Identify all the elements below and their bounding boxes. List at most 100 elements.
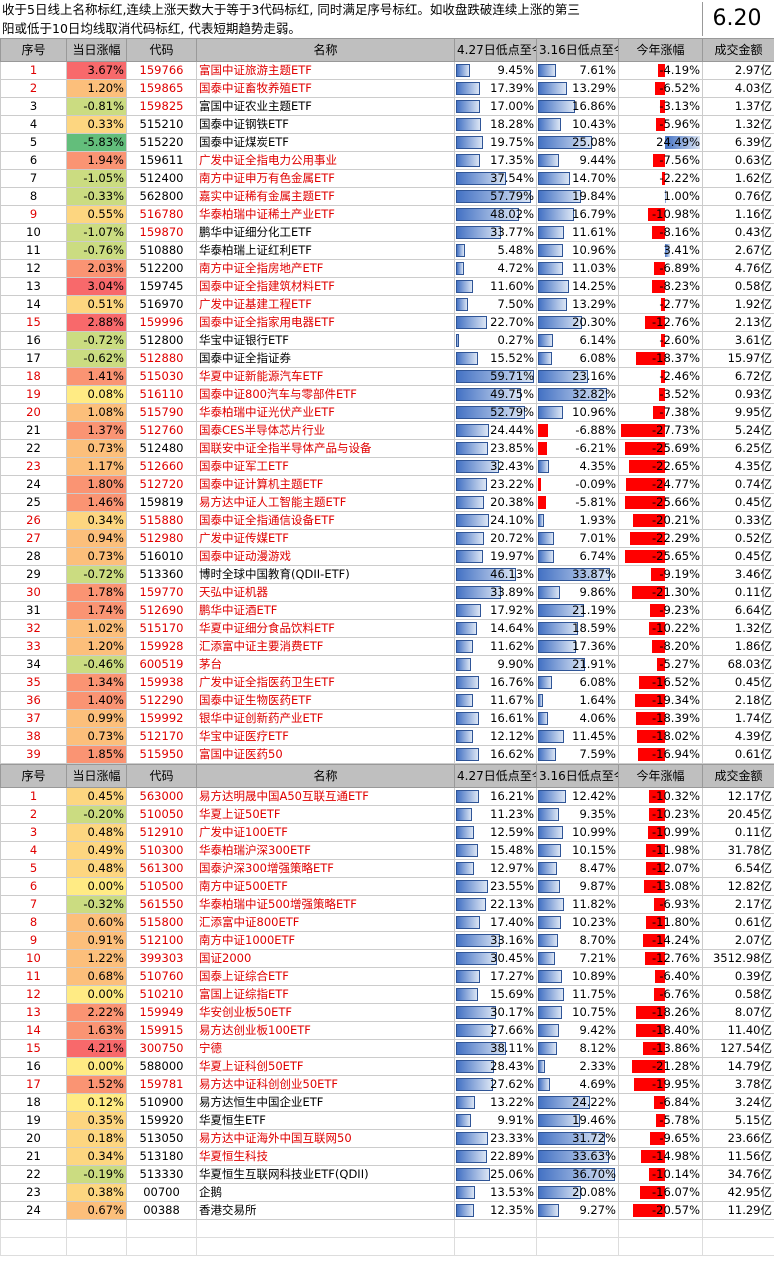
name-cell[interactable]: 国泰中证800汽车与零部件ETF — [196, 385, 455, 404]
since-0427-cell[interactable]: 23.22% — [454, 475, 537, 494]
table-row[interactable]: 5 0.48% 561300 国泰沪深300增强策略ETF 12.97% 8.47% -12… — [0, 859, 774, 878]
since-0427-cell[interactable]: 24.10% — [454, 511, 537, 530]
code-cell[interactable]: 159915 — [126, 1021, 197, 1040]
since-0427-cell[interactable]: 17.35% — [454, 151, 537, 170]
ytd-change-cell[interactable]: -7.38% — [618, 403, 703, 422]
table-row[interactable]: 3 -0.81% 159825 富国中证农业主题ETF 17.00% 16.86% -3.1… — [0, 97, 774, 116]
daily-change-cell[interactable]: 0.49% — [66, 841, 127, 860]
since-0427-cell[interactable]: 17.92% — [454, 601, 537, 620]
table-row[interactable]: 25 1.46% 159819 易方达中证人工智能主题ETF 20.38% -5.81% -… — [0, 493, 774, 512]
daily-change-cell[interactable]: 0.33% — [66, 115, 127, 134]
turnover-cell[interactable]: 23.66亿 — [702, 1129, 774, 1148]
ytd-change-cell[interactable]: -19.34% — [618, 691, 703, 710]
ytd-change-cell[interactable]: -18.37% — [618, 349, 703, 368]
since-0316-cell[interactable]: 4.06% — [536, 709, 619, 728]
code-cell[interactable]: 588000 — [126, 1057, 197, 1076]
table-row[interactable]: 23 0.38% 00700 企鹅 13.53% 20.08% -16.07% 42.95亿 — [0, 1183, 774, 1202]
name-cell[interactable]: 华夏上证科创50ETF — [196, 1057, 455, 1076]
daily-change-cell[interactable]: 1.46% — [66, 493, 127, 512]
code-cell[interactable]: 512200 — [126, 259, 197, 278]
since-0427-cell[interactable]: 37.54% — [454, 169, 537, 188]
since-0427-cell[interactable]: 17.40% — [454, 913, 537, 932]
daily-change-cell[interactable]: 0.00% — [66, 985, 127, 1004]
since-0427-cell[interactable]: 17.39% — [454, 79, 537, 98]
name-cell[interactable]: 华泰柏瑞中证稀土产业ETF — [196, 205, 455, 224]
turnover-cell[interactable]: 1.62亿 — [702, 169, 774, 188]
ytd-change-cell[interactable]: -22.29% — [618, 529, 703, 548]
row-index-cell[interactable]: 27 — [0, 529, 67, 548]
ytd-change-cell[interactable]: -10.23% — [618, 805, 703, 824]
daily-change-cell[interactable]: 1.20% — [66, 637, 127, 656]
since-0427-cell[interactable]: 11.67% — [454, 691, 537, 710]
ytd-change-cell[interactable]: -12.76% — [618, 949, 703, 968]
name-cell[interactable]: 易方达中证科创创业50ETF — [196, 1075, 455, 1094]
code-cell[interactable]: 159745 — [126, 277, 197, 296]
name-cell[interactable]: 香港交易所 — [196, 1201, 455, 1220]
since-0427-cell[interactable]: 12.35% — [454, 1201, 537, 1220]
code-cell[interactable]: 513180 — [126, 1147, 197, 1166]
turnover-cell[interactable]: 4.35亿 — [702, 457, 774, 476]
empty-cell[interactable] — [454, 1237, 537, 1256]
since-0427-cell[interactable]: 20.38% — [454, 493, 537, 512]
daily-change-cell[interactable]: 0.73% — [66, 727, 127, 746]
name-cell[interactable]: 广发中证传媒ETF — [196, 529, 455, 548]
name-cell[interactable]: 华泰柏瑞沪深300ETF — [196, 841, 455, 860]
daily-change-cell[interactable]: 1.40% — [66, 691, 127, 710]
name-cell[interactable]: 国泰中证军工ETF — [196, 457, 455, 476]
since-0316-cell[interactable]: 7.61% — [536, 61, 619, 80]
row-index-cell[interactable]: 39 — [0, 745, 67, 764]
name-cell[interactable]: 南方中证500ETF — [196, 877, 455, 896]
ytd-change-cell[interactable]: -6.40% — [618, 967, 703, 986]
since-0316-cell[interactable]: 10.23% — [536, 913, 619, 932]
ytd-change-cell[interactable]: -6.89% — [618, 259, 703, 278]
turnover-cell[interactable]: 1.37亿 — [702, 97, 774, 116]
table-row[interactable]: 28 0.73% 516010 国泰中证动漫游戏 19.97% 6.74% -25.65% 0… — [0, 547, 774, 566]
turnover-cell[interactable]: 34.76亿 — [702, 1165, 774, 1184]
code-cell[interactable]: 563000 — [126, 787, 197, 806]
since-0427-cell[interactable]: 23.55% — [454, 877, 537, 896]
row-index-cell[interactable]: 16 — [0, 1057, 67, 1076]
since-0316-cell[interactable]: 17.36% — [536, 637, 619, 656]
row-index-cell[interactable]: 5 — [0, 859, 67, 878]
code-cell[interactable]: 516970 — [126, 295, 197, 314]
ytd-change-cell[interactable]: -12.76% — [618, 313, 703, 332]
daily-change-cell[interactable]: 1.80% — [66, 475, 127, 494]
daily-change-cell[interactable]: 0.45% — [66, 787, 127, 806]
since-0427-cell[interactable]: 46.13% — [454, 565, 537, 584]
row-index-cell[interactable]: 26 — [0, 511, 67, 530]
table-row[interactable]: 4 0.33% 515210 国泰中证钢铁ETF 18.28% 10.43% -5.96% 1… — [0, 115, 774, 134]
table-row[interactable]: 24 0.67% 00388 香港交易所 12.35% 9.27% -20.57% 11.29… — [0, 1201, 774, 1220]
name-cell[interactable]: 国泰中证全指家用电器ETF — [196, 313, 455, 332]
name-cell[interactable]: 易方达中证海外中国互联网50 — [196, 1129, 455, 1148]
row-index-cell[interactable]: 23 — [0, 457, 67, 476]
since-0427-cell[interactable]: 16.61% — [454, 709, 537, 728]
ytd-change-cell[interactable]: -2.22% — [618, 169, 703, 188]
empty-cell[interactable] — [536, 1237, 619, 1256]
row-index-cell[interactable]: 10 — [0, 223, 67, 242]
turnover-cell[interactable]: 0.45亿 — [702, 547, 774, 566]
table-row[interactable]: 39 1.85% 515950 富国中证医药50 16.62% 7.59% -16.94% 0… — [0, 745, 774, 764]
ytd-change-cell[interactable]: 3.41% — [618, 241, 703, 260]
table-row[interactable]: 32 1.02% 515170 华夏中证细分食品饮料ETF 14.64% 18.59% -1… — [0, 619, 774, 638]
ytd-change-cell[interactable]: -10.99% — [618, 823, 703, 842]
table-row[interactable]: 5 -5.83% 515220 国泰中证煤炭ETF 19.75% 25.08% 24.49%… — [0, 133, 774, 152]
since-0316-cell[interactable]: 23.16% — [536, 367, 619, 386]
empty-cell[interactable] — [126, 1219, 197, 1238]
ytd-change-cell[interactable]: -7.56% — [618, 151, 703, 170]
code-cell[interactable]: 512400 — [126, 169, 197, 188]
since-0316-cell[interactable]: 24.22% — [536, 1093, 619, 1112]
row-index-cell[interactable]: 18 — [0, 1093, 67, 1112]
since-0316-cell[interactable]: 13.29% — [536, 295, 619, 314]
table-row[interactable]: 15 2.88% 159996 国泰中证全指家用电器ETF 22.70% 20.30% -1… — [0, 313, 774, 332]
row-index-cell[interactable]: 22 — [0, 1165, 67, 1184]
turnover-cell[interactable]: 0.93亿 — [702, 385, 774, 404]
since-0316-cell[interactable]: 9.86% — [536, 583, 619, 602]
row-index-cell[interactable]: 22 — [0, 439, 67, 458]
turnover-cell[interactable]: 3.61亿 — [702, 331, 774, 350]
col-header-daily-change[interactable]: 当日涨幅 — [66, 764, 127, 788]
row-index-cell[interactable]: 1 — [0, 61, 67, 80]
since-0316-cell[interactable]: 9.27% — [536, 1201, 619, 1220]
ytd-change-cell[interactable]: -21.28% — [618, 1057, 703, 1076]
table-row[interactable]: 4 0.49% 510300 华泰柏瑞沪深300ETF 15.48% 10.15% -11.… — [0, 841, 774, 860]
ytd-change-cell[interactable]: -18.39% — [618, 709, 703, 728]
